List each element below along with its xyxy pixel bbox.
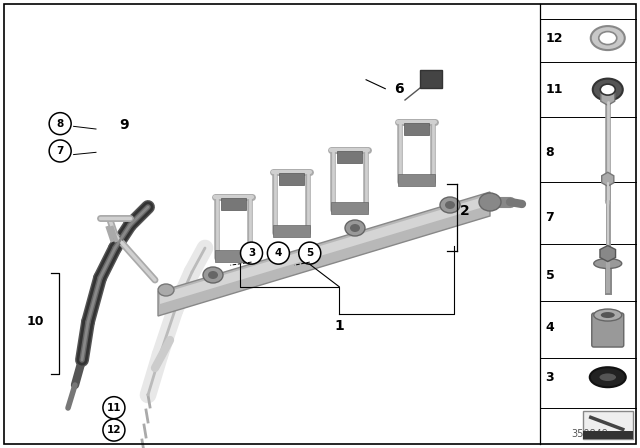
Bar xyxy=(215,250,252,262)
Text: 11: 11 xyxy=(107,403,121,413)
Ellipse shape xyxy=(600,84,615,95)
Text: 8: 8 xyxy=(56,119,64,129)
Circle shape xyxy=(268,242,289,264)
Ellipse shape xyxy=(594,309,622,321)
Text: 5: 5 xyxy=(306,248,314,258)
Text: 12: 12 xyxy=(107,425,121,435)
Polygon shape xyxy=(602,172,614,186)
Bar xyxy=(398,174,435,186)
Ellipse shape xyxy=(591,26,625,50)
Ellipse shape xyxy=(601,312,615,318)
Ellipse shape xyxy=(158,284,174,296)
Text: 5: 5 xyxy=(545,269,554,282)
Polygon shape xyxy=(601,89,614,105)
Text: 8: 8 xyxy=(545,146,554,159)
Bar xyxy=(279,173,304,185)
Ellipse shape xyxy=(593,78,623,101)
Text: 4: 4 xyxy=(275,248,282,258)
Text: 12: 12 xyxy=(545,31,563,45)
Polygon shape xyxy=(160,195,490,304)
Bar xyxy=(420,70,442,88)
Circle shape xyxy=(241,242,262,264)
Text: 6: 6 xyxy=(394,82,404,96)
Bar xyxy=(583,411,633,439)
Circle shape xyxy=(103,396,125,419)
Bar xyxy=(331,202,368,214)
Bar xyxy=(583,431,633,439)
Ellipse shape xyxy=(590,367,626,387)
Ellipse shape xyxy=(208,271,218,279)
Ellipse shape xyxy=(445,201,455,209)
FancyBboxPatch shape xyxy=(592,313,624,347)
Text: 350849: 350849 xyxy=(572,429,608,439)
Bar xyxy=(273,225,310,237)
Circle shape xyxy=(103,419,125,441)
Text: 7: 7 xyxy=(56,146,64,156)
Polygon shape xyxy=(605,200,611,210)
Ellipse shape xyxy=(350,224,360,232)
Circle shape xyxy=(49,140,71,162)
Bar xyxy=(337,151,362,163)
Polygon shape xyxy=(600,246,616,262)
Ellipse shape xyxy=(203,267,223,283)
Text: 2: 2 xyxy=(460,203,470,218)
Polygon shape xyxy=(605,249,611,257)
Ellipse shape xyxy=(599,373,617,382)
Ellipse shape xyxy=(479,193,501,211)
Bar xyxy=(404,123,429,135)
Text: 11: 11 xyxy=(545,83,563,96)
Text: 1: 1 xyxy=(334,319,344,333)
Text: 7: 7 xyxy=(545,211,554,224)
Circle shape xyxy=(49,112,71,135)
Bar xyxy=(221,198,246,210)
Polygon shape xyxy=(158,192,490,316)
Text: 3: 3 xyxy=(248,248,255,258)
Text: 3: 3 xyxy=(545,370,554,384)
Ellipse shape xyxy=(440,197,460,213)
Ellipse shape xyxy=(345,220,365,236)
Circle shape xyxy=(299,242,321,264)
Ellipse shape xyxy=(599,31,617,45)
Text: 9: 9 xyxy=(119,118,129,133)
Text: 10: 10 xyxy=(26,314,44,328)
Text: 4: 4 xyxy=(545,320,554,334)
Ellipse shape xyxy=(594,258,622,268)
